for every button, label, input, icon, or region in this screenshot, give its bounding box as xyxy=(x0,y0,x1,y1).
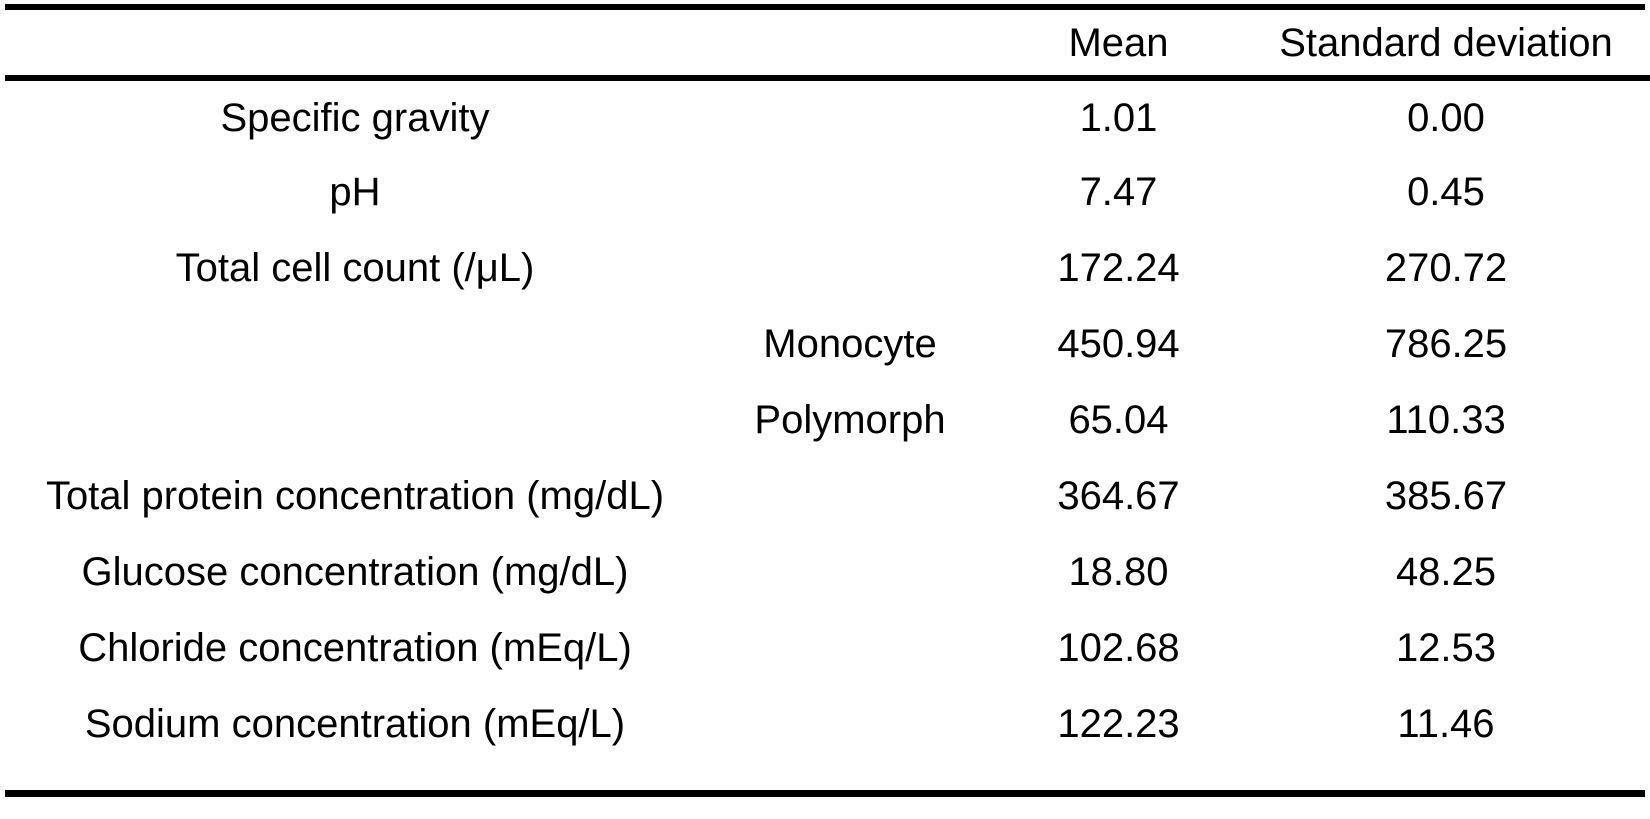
table-row-monocyte: Monocyte 450.94 786.25 xyxy=(5,306,1650,382)
row-label: Total protein concentration (mg/dL) xyxy=(45,474,665,518)
row-label: Specific gravity xyxy=(220,95,490,140)
row-sublabel: Monocyte xyxy=(763,322,937,366)
mean-value: 450.94 xyxy=(1057,322,1180,366)
row-sublabel xyxy=(705,154,995,230)
table-row-specific-gravity: Specific gravity 1.01 0.00 xyxy=(5,78,1650,154)
mean-value: 172.24 xyxy=(1057,246,1180,290)
mean-value: 364.67 xyxy=(1057,474,1180,518)
table-row-chloride: Chloride concentration (mEq/L) 102.68 12… xyxy=(5,610,1650,686)
statistics-table: Mean Standard deviation Specific gravity… xyxy=(5,10,1650,762)
row-sublabel xyxy=(705,230,995,306)
sd-value: 12.53 xyxy=(1395,626,1497,670)
table-row-sodium: Sodium concentration (mEq/L) 122.23 11.4… xyxy=(5,686,1650,762)
mean-value: 1.01 xyxy=(1079,95,1158,140)
col-header-standard-deviation: Standard deviation xyxy=(1279,20,1613,65)
table-row-glucose: Glucose concentration (mg/dL) 18.80 48.2… xyxy=(5,534,1650,610)
table-row-ph: pH 7.47 0.45 xyxy=(5,154,1650,230)
row-label: Glucose concentration (mg/dL) xyxy=(81,550,629,594)
mean-value: 18.80 xyxy=(1068,550,1169,594)
row-label xyxy=(5,382,705,458)
sd-value: 110.33 xyxy=(1386,398,1506,442)
row-sublabel xyxy=(705,610,995,686)
table-row-total-protein: Total protein concentration (mg/dL) 364.… xyxy=(5,458,1650,534)
row-label xyxy=(5,306,705,382)
sd-value: 270.72 xyxy=(1384,246,1508,290)
mean-value: 102.68 xyxy=(1057,626,1180,670)
row-sublabel xyxy=(705,78,995,154)
sd-value: 0.00 xyxy=(1407,95,1485,140)
sd-value: 0.45 xyxy=(1407,170,1485,214)
row-label: Chloride concentration (mEq/L) xyxy=(78,626,632,670)
header-row: Mean Standard deviation xyxy=(5,10,1650,78)
mean-value: 122.23 xyxy=(1057,702,1180,746)
mean-value: 7.47 xyxy=(1079,170,1158,214)
table-row-total-cell-count: Total cell count (/μL) 172.24 270.72 xyxy=(5,230,1650,306)
row-sublabel: Polymorph xyxy=(754,398,946,442)
row-sublabel xyxy=(705,458,995,534)
sd-value: 786.25 xyxy=(1384,322,1508,366)
table-row-polymorph: Polymorph 65.04 110.33 xyxy=(5,382,1650,458)
col-header-parameter xyxy=(5,10,705,78)
row-sublabel xyxy=(705,686,995,762)
sd-value: 385.67 xyxy=(1384,474,1508,518)
row-sublabel xyxy=(705,534,995,610)
row-label: Sodium concentration (mEq/L) xyxy=(84,702,626,746)
mean-value: 65.04 xyxy=(1068,398,1169,442)
statistics-table-sheet: Mean Standard deviation Specific gravity… xyxy=(5,4,1650,797)
sd-value: 11.46 xyxy=(1397,702,1495,746)
sd-value: 48.25 xyxy=(1395,550,1497,594)
col-header-subtype xyxy=(705,10,995,78)
row-label: Total cell count (/μL) xyxy=(175,246,535,290)
row-label: pH xyxy=(329,170,381,214)
col-header-mean: Mean xyxy=(1068,20,1169,65)
